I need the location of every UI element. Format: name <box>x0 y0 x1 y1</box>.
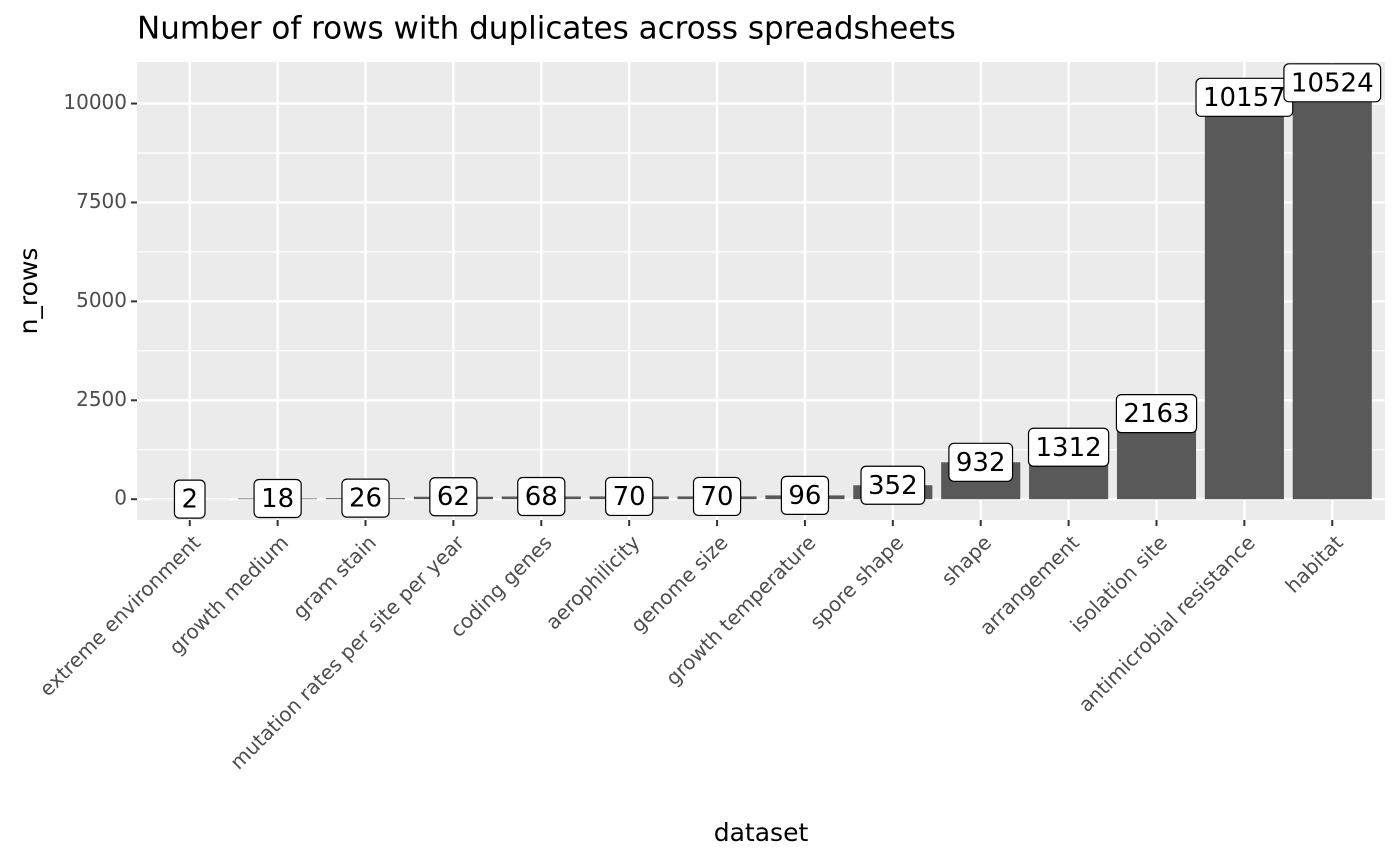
y-tick-label: 0 <box>114 486 127 510</box>
value-label-text: 68 <box>525 482 558 512</box>
bar <box>1292 82 1372 500</box>
x-tick-label: habitat <box>1280 530 1347 597</box>
x-tick-label: gram stain <box>288 530 381 623</box>
y-tick-label: 5000 <box>76 288 127 312</box>
value-label-text: 18 <box>261 484 294 514</box>
value-label-text: 2163 <box>1123 399 1189 429</box>
value-label: 2 <box>173 479 206 519</box>
value-label: 10524 <box>1283 63 1382 103</box>
value-label-box <box>692 476 742 517</box>
value-label: 70 <box>605 476 654 517</box>
value-label-text: 62 <box>437 482 470 512</box>
value-label-text: 96 <box>788 481 821 511</box>
value-label-box <box>517 476 566 517</box>
value-label-text: 26 <box>349 484 382 514</box>
y-tick-label: 10000 <box>63 90 127 114</box>
value-label-box <box>605 476 654 517</box>
panel <box>137 62 1385 520</box>
value-label: 932 <box>948 442 1014 482</box>
value-label: 18 <box>253 478 302 519</box>
value-label-box <box>173 479 206 519</box>
x-tick-label: antimicrobial resistance <box>1074 530 1260 716</box>
value-label: 68 <box>517 476 566 517</box>
y-tick-label: 7500 <box>76 189 127 213</box>
value-label-box <box>1115 394 1198 434</box>
value-label-box <box>1283 63 1382 103</box>
value-label-box <box>253 478 302 519</box>
value-label-text: 10524 <box>1291 68 1374 98</box>
x-tick-label: extreme environment <box>35 530 206 701</box>
value-label-text: 70 <box>701 482 734 512</box>
value-label: 10157 <box>1195 77 1294 117</box>
value-label-box <box>1027 427 1110 467</box>
value-label-box <box>429 477 478 517</box>
x-tick-label: spore shape <box>805 530 908 633</box>
x-tick-label: growth temperature <box>661 530 821 690</box>
x-tick-label: shape <box>936 530 996 590</box>
x-axis-title: dataset <box>714 818 809 847</box>
value-label-box <box>341 478 390 518</box>
value-label-text: 2 <box>181 485 198 515</box>
y-tick-label: 2500 <box>76 387 127 411</box>
bar <box>1204 97 1284 500</box>
value-label-box <box>860 465 926 505</box>
value-label-text: 10157 <box>1203 83 1286 113</box>
value-label-text: 70 <box>613 482 646 512</box>
value-label: 70 <box>692 476 742 517</box>
value-label: 2163 <box>1115 394 1198 434</box>
value-label-box <box>780 475 830 515</box>
chart-title: Number of rows with duplicates across sp… <box>137 11 956 47</box>
value-label: 352 <box>860 465 926 505</box>
value-label-text: 1312 <box>1036 433 1102 463</box>
value-label: 62 <box>429 477 478 517</box>
value-label: 96 <box>780 475 830 515</box>
y-axis-title: n_rows <box>14 248 43 335</box>
value-label-text: 932 <box>956 448 1006 478</box>
value-label-text: 352 <box>868 471 918 501</box>
value-label: 26 <box>341 478 390 518</box>
value-label-box <box>948 442 1014 482</box>
value-label: 1312 <box>1027 427 1110 467</box>
